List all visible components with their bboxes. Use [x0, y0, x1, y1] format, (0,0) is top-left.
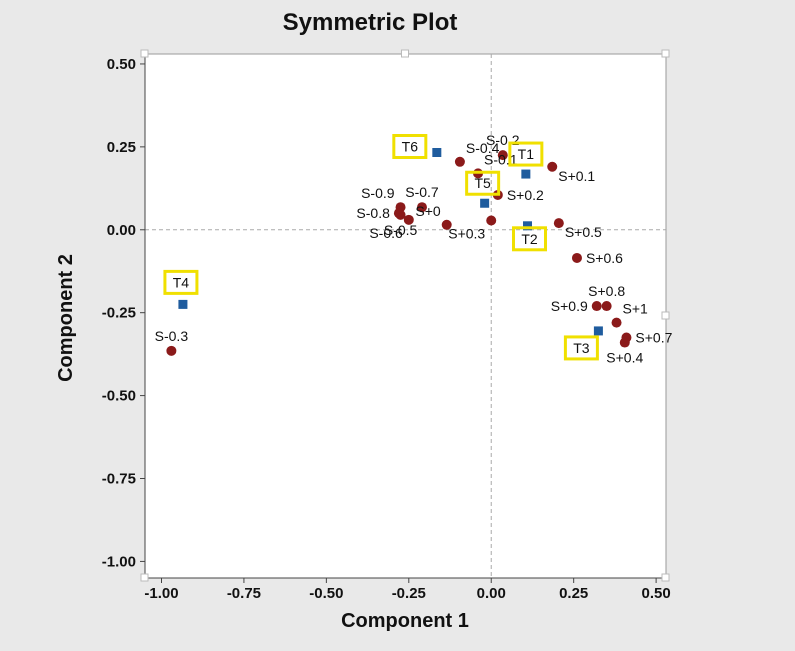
- plot-resize-handles[interactable]: [140, 49, 670, 582]
- y-tick-label: -1.00: [102, 553, 136, 570]
- row-point-label: S+0.5: [565, 224, 602, 240]
- column-label-highlight-box: [512, 226, 548, 252]
- row-point-label: S-0.8: [356, 205, 390, 221]
- row-point-label: S-0.7: [405, 184, 439, 200]
- y-tick-label: 0.50: [107, 56, 136, 73]
- row-point-label: S+0.8: [588, 283, 625, 299]
- column-point-label: T5: [474, 175, 491, 191]
- column-point: [523, 221, 533, 231]
- row-point: [619, 337, 630, 348]
- column-point: [480, 198, 490, 208]
- row-point-label: S+0.6: [586, 250, 623, 266]
- column-label-highlight-box: [163, 269, 199, 295]
- row-point-label: S+1: [623, 301, 649, 317]
- row-point-label: S+0.3: [448, 225, 485, 241]
- row-point-label: S+0.1: [558, 168, 595, 184]
- resize-handle[interactable]: [661, 573, 670, 582]
- column-point-label: T6: [402, 138, 419, 154]
- x-axis-title: Component 1: [341, 610, 469, 632]
- point-labels: S-0.4S-0.2S-0.1S+0.1S-0.9 S-0.7S-0.8 S+0S+…: [155, 132, 673, 365]
- column-point: [593, 326, 603, 336]
- row-point-label: S-0.3: [155, 328, 189, 344]
- y-tick-label: -0.50: [102, 388, 136, 405]
- row-point-label: S+0.9: [551, 298, 588, 314]
- y-tick-label: -0.25: [102, 305, 136, 322]
- row-point: [441, 219, 452, 230]
- column-label-highlight-box: [392, 133, 428, 159]
- column-point-label: T3: [573, 340, 590, 356]
- y-axis-title: Component 2: [55, 254, 77, 382]
- x-tick-label: -0.75: [227, 585, 261, 602]
- row-point-label: S+0.2: [507, 187, 544, 203]
- column-label-highlight-box: [508, 141, 544, 167]
- column-label-highlight-box: [563, 335, 599, 361]
- row-point: [553, 218, 564, 229]
- column-point-label: T2: [521, 231, 538, 247]
- plot-area: [144, 53, 667, 579]
- column-point-label: T4: [173, 274, 190, 290]
- row-point-label: S-0.5: [384, 222, 418, 238]
- resize-handle[interactable]: [401, 49, 409, 58]
- row-point: [571, 252, 582, 263]
- resize-handle[interactable]: [140, 49, 149, 58]
- y-tick-label: 0.00: [107, 222, 136, 239]
- x-tick-label: -0.25: [392, 585, 426, 602]
- row-point: [454, 156, 465, 167]
- column-point: [178, 299, 188, 309]
- x-tick-label: -1.00: [144, 585, 178, 602]
- x-tick-label: -0.50: [309, 585, 343, 602]
- row-point: [395, 209, 406, 220]
- row-point-label: S+0.7: [635, 330, 672, 346]
- chart-title: Symmetric Plot: [283, 9, 458, 36]
- y-tick-label: 0.25: [107, 139, 136, 156]
- row-point: [611, 317, 622, 328]
- row-point-label: S-0.2: [486, 132, 520, 148]
- row-point: [403, 214, 414, 225]
- y-tick-label: -0.75: [102, 471, 136, 488]
- resize-handle[interactable]: [661, 49, 670, 58]
- row-point: [166, 345, 177, 356]
- resize-handle[interactable]: [140, 573, 149, 582]
- resize-handle[interactable]: [661, 311, 670, 320]
- row-point: [547, 161, 558, 172]
- row-point-label: S-0.9: [361, 185, 395, 201]
- x-tick-label: 0.50: [642, 585, 671, 602]
- data-points: [166, 147, 632, 356]
- row-point-label: S+0.4: [606, 350, 643, 366]
- x-tick-label: 0.25: [559, 585, 588, 602]
- row-point-label: S-0.4: [466, 140, 500, 156]
- reference-lines: [145, 54, 666, 578]
- row-point: [601, 301, 612, 312]
- row-point: [497, 150, 508, 161]
- column-point: [521, 169, 531, 179]
- x-tick-label: 0.00: [477, 585, 506, 602]
- row-point-label: S-0.6: [369, 225, 403, 241]
- row-point: [591, 301, 602, 312]
- column-label-highlight-box: [465, 170, 501, 196]
- column-point: [432, 147, 442, 157]
- row-point-label: S+0: [415, 203, 441, 219]
- row-point: [416, 202, 427, 213]
- row-point: [486, 215, 497, 226]
- column-point-label: T1: [518, 146, 535, 162]
- axes: -1.00 -0.75 -0.50 -0.25 0.00 0.25 0.50 0.50 0.25…: [102, 54, 671, 602]
